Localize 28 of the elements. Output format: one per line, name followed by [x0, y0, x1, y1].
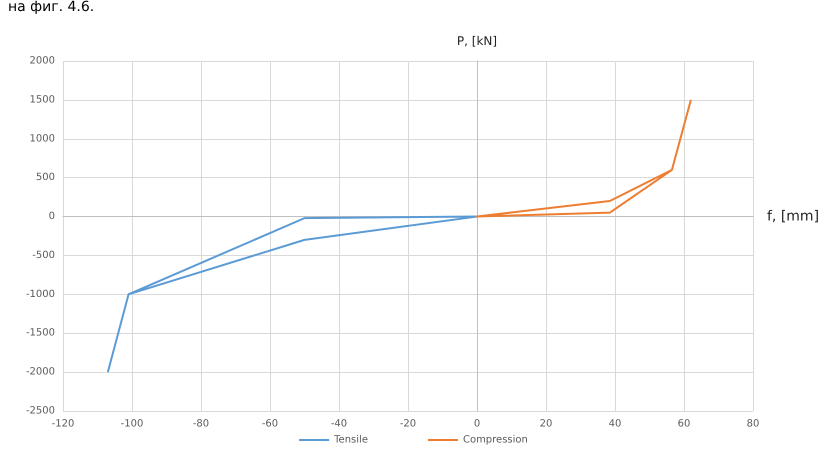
x-tick-label: -100 — [120, 418, 144, 430]
x-tick-label: -80 — [192, 418, 210, 430]
y-tick-label: 1500 — [30, 94, 55, 106]
x-tick-label: -20 — [400, 418, 416, 430]
y-tick-label: -1500 — [26, 328, 55, 339]
y-tick-label: 0 — [48, 211, 55, 222]
legend-label: Tensile — [333, 434, 368, 446]
y-tick-label: -1000 — [26, 288, 55, 300]
x-tick-label: 60 — [678, 418, 690, 430]
legend-label: Compression — [462, 434, 528, 446]
y-tick-label: 500 — [36, 172, 55, 184]
x-tick-label: 80 — [746, 418, 760, 430]
text: на фиг. 4.6. — [8, 0, 94, 15]
x-tick-label: -40 — [330, 418, 348, 430]
y-axis-title: P, [kN] — [456, 34, 498, 48]
x-tick-label: 20 — [540, 418, 552, 430]
y-tick-label: 1000 — [30, 133, 55, 144]
line-series — [106, 216, 478, 374]
x-tick-label: 0 — [474, 418, 480, 430]
y-tick-label: -500 — [32, 250, 55, 261]
y-tick-label: -2000 — [26, 366, 55, 378]
y-tick-label: -2500 — [26, 406, 55, 416]
x-axis-title: f, [mm] — [767, 208, 820, 225]
x-tick-label: -60 — [262, 418, 278, 430]
y-tick-label: 2000 — [30, 56, 55, 66]
x-tick-label: 40 — [608, 418, 622, 430]
x-tick-label: -120 — [52, 418, 74, 430]
line-series — [476, 98, 692, 218]
